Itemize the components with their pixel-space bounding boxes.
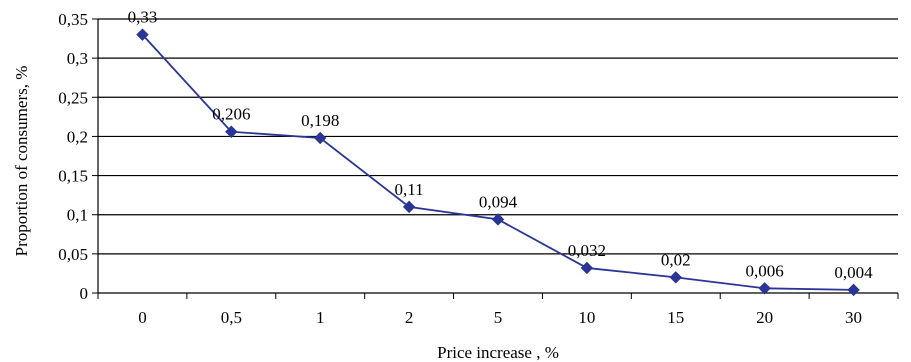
x-tick-label: 5 xyxy=(494,308,503,327)
y-axis-title: Proportion of consumers, % xyxy=(12,66,31,257)
y-tick-label: 0,05 xyxy=(58,245,88,264)
x-tick-label: 0 xyxy=(138,308,147,327)
data-point-marker xyxy=(758,282,771,295)
x-tick-label: 0,5 xyxy=(221,308,242,327)
y-tick-label: 0,35 xyxy=(58,10,88,29)
data-point-marker xyxy=(669,271,682,284)
data-label: 0,032 xyxy=(568,241,606,260)
y-tick-labels: 0 0,05 0,1 0,15 0,2 0,25 0,3 0,35 xyxy=(58,10,88,303)
y-tick-label: 0,1 xyxy=(67,206,88,225)
x-tick-label: 2 xyxy=(405,308,414,327)
x-tick-label: 30 xyxy=(845,308,862,327)
data-label: 0,198 xyxy=(301,111,339,130)
data-label: 0,02 xyxy=(661,250,691,269)
data-point-marker xyxy=(136,28,149,41)
data-label: 0,206 xyxy=(212,105,250,124)
y-tick-label: 0,15 xyxy=(58,167,88,186)
data-label: 0,004 xyxy=(834,263,873,282)
data-label: 0,33 xyxy=(128,8,158,27)
data-labels: 0,33 0,206 0,198 0,11 0,094 0,032 0,02 0,006 0,0… xyxy=(128,8,874,282)
x-tick-label: 10 xyxy=(578,308,595,327)
data-label: 0,094 xyxy=(479,192,518,211)
data-point-marker xyxy=(225,125,238,138)
data-label: 0,006 xyxy=(746,261,784,280)
y-tick-label: 0,25 xyxy=(58,88,88,107)
y-tick-label: 0 xyxy=(80,284,89,303)
series-line xyxy=(141,34,854,291)
data-label: 0,11 xyxy=(395,180,424,199)
data-point-marker xyxy=(314,131,327,145)
data-series xyxy=(141,34,854,291)
y-tick-label: 0,2 xyxy=(67,127,88,146)
data-point-marker xyxy=(847,283,860,297)
data-point-marker xyxy=(580,261,594,275)
x-tick-label: 15 xyxy=(667,308,684,327)
x-tick-label: 1 xyxy=(316,308,325,327)
x-tick-labels: 0 0,5 1 2 5 10 15 20 30 xyxy=(138,308,862,327)
x-tick-label: 20 xyxy=(756,308,773,327)
data-point-marker xyxy=(491,213,505,226)
data-markers xyxy=(136,28,860,297)
y-tick-label: 0,3 xyxy=(67,49,88,68)
data-point-marker xyxy=(402,200,416,214)
x-axis-title: Price increase , % xyxy=(437,343,559,362)
axes xyxy=(92,18,899,299)
